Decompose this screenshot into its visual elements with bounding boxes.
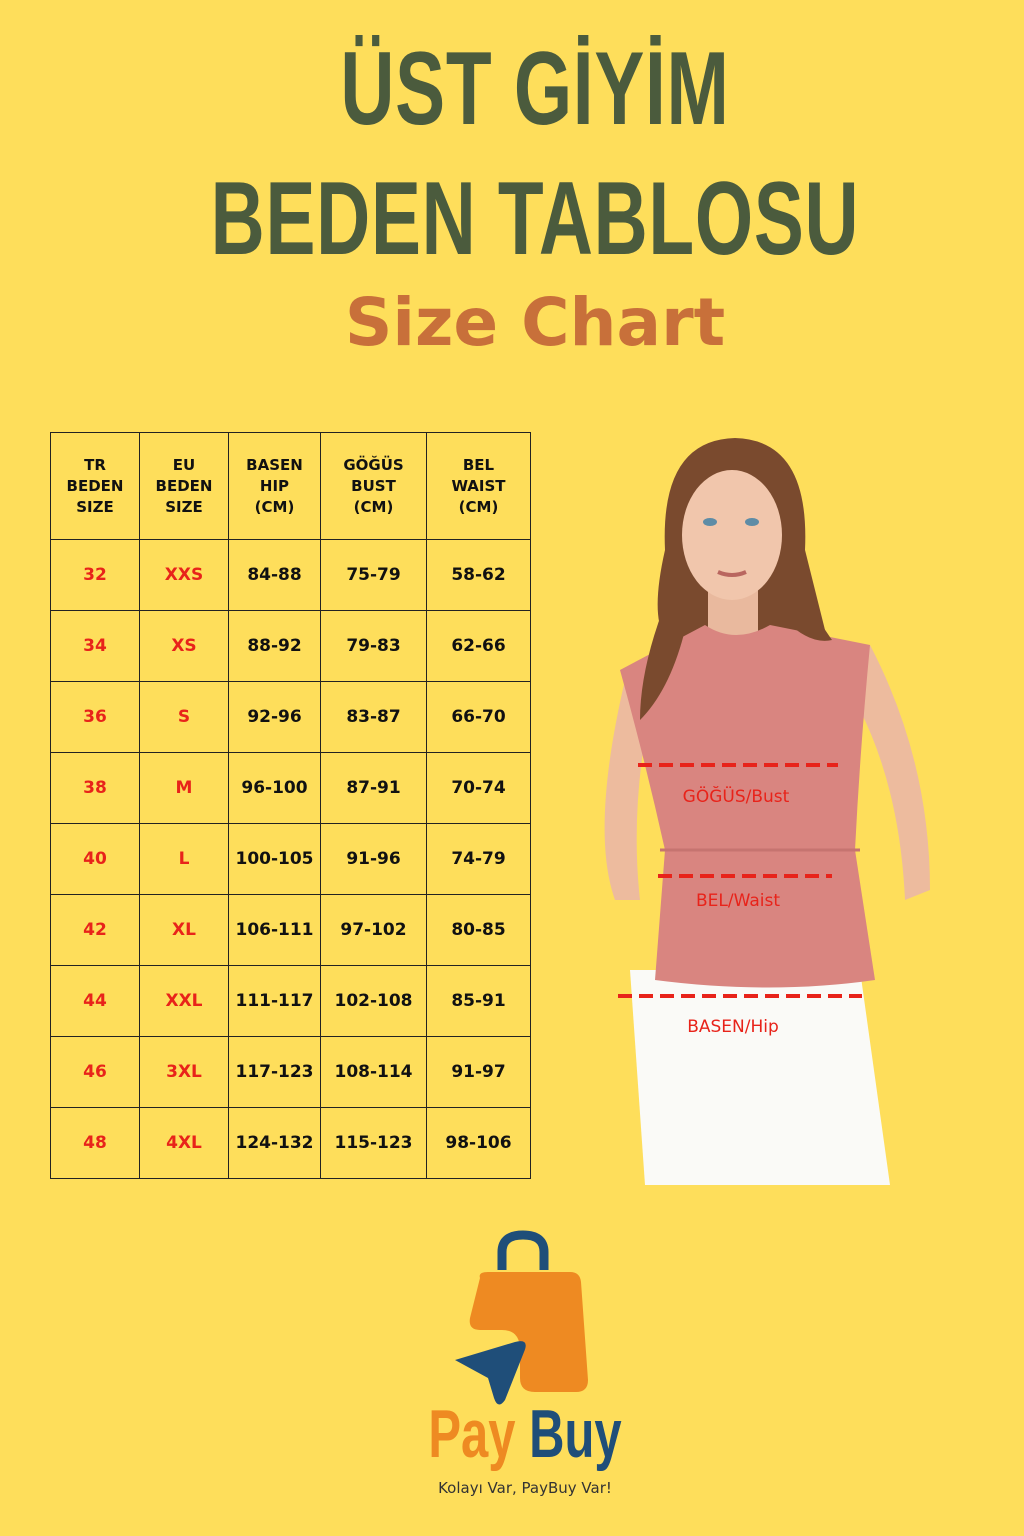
paybuy-logo-icon — [455, 1230, 588, 1405]
brand-wordmark: Pay Buy — [147, 1395, 903, 1473]
table-row: 40 L 100-105 91-96 74-79 — [50, 823, 531, 895]
tr-size-cell: 40 — [50, 823, 140, 895]
table-row: 46 3XL 117-123 108-114 91-97 — [50, 1036, 531, 1108]
eu-size-cell: XL — [139, 894, 229, 966]
hip-cell: 100-105 — [228, 823, 321, 895]
waist-cell: 62-66 — [426, 610, 531, 682]
hip-cell: 117-123 — [228, 1036, 321, 1108]
waist-cell: 70-74 — [426, 752, 531, 824]
brand-pay: Pay — [428, 1396, 516, 1472]
eu-size-cell: XXL — [139, 965, 229, 1037]
eu-size-cell: XS — [139, 610, 229, 682]
table-row: 34 XS 88-92 79-83 62-66 — [50, 610, 531, 682]
waist-label: BEL/Waist — [696, 891, 780, 911]
column-header: TR BEDEN SIZE — [50, 432, 140, 540]
column-header: BASEN HIP (CM) — [228, 432, 321, 540]
brand-tagline: Kolayı Var, PayBuy Var! — [438, 1479, 612, 1497]
column-header: BEL WAIST (CM) — [426, 432, 531, 540]
title-size-chart: Size Chart — [344, 284, 726, 361]
waist-cell: 66-70 — [426, 681, 531, 753]
bust-cell: 91-96 — [320, 823, 427, 895]
size-table: TR BEDEN SIZE EU BEDEN SIZE BASEN HIP (CM)… — [50, 432, 531, 1179]
eu-size-cell: S — [139, 681, 229, 753]
bust-cell: 115-123 — [320, 1107, 427, 1179]
title-line-2: BEDEN TABLOSU — [210, 161, 860, 277]
tr-size-cell: 46 — [50, 1036, 140, 1108]
column-header: EU BEDEN SIZE — [139, 432, 229, 540]
bust-cell: 87-91 — [320, 752, 427, 824]
table-header-row: TR BEDEN SIZE EU BEDEN SIZE BASEN HIP (CM)… — [50, 432, 531, 540]
eu-size-cell: 4XL — [139, 1107, 229, 1179]
waist-cell: 74-79 — [426, 823, 531, 895]
tr-size-cell: 38 — [50, 752, 140, 824]
model-photo: GÖĞÜS/Bust BEL/Waist BASEN/Hip — [604, 438, 930, 1185]
tr-size-cell: 34 — [50, 610, 140, 682]
hip-cell: 111-117 — [228, 965, 321, 1037]
bust-cell: 108-114 — [320, 1036, 427, 1108]
waist-cell: 98-106 — [426, 1107, 531, 1179]
waist-cell: 58-62 — [426, 539, 531, 611]
bust-cell: 102-108 — [320, 965, 427, 1037]
waist-cell: 85-91 — [426, 965, 531, 1037]
table-row: 44 XXL 111-117 102-108 85-91 — [50, 965, 531, 1037]
table-row: 48 4XL 124-132 115-123 98-106 — [50, 1107, 531, 1179]
tr-size-cell: 42 — [50, 894, 140, 966]
tr-size-cell: 36 — [50, 681, 140, 753]
bust-cell: 97-102 — [320, 894, 427, 966]
hip-cell: 96-100 — [228, 752, 321, 824]
eu-size-cell: XXS — [139, 539, 229, 611]
column-header: GÖĞÜS BUST (CM) — [320, 432, 427, 540]
table-row: 42 XL 106-111 97-102 80-85 — [50, 894, 531, 966]
bust-label: GÖĞÜS/Bust — [683, 785, 790, 807]
title-line-1: ÜST GİYİM — [340, 31, 730, 147]
hip-cell: 92-96 — [228, 681, 321, 753]
hip-cell: 84-88 — [228, 539, 321, 611]
hip-cell: 88-92 — [228, 610, 321, 682]
hip-cell: 106-111 — [228, 894, 321, 966]
eu-size-cell: M — [139, 752, 229, 824]
tr-size-cell: 48 — [50, 1107, 140, 1179]
eu-size-cell: 3XL — [139, 1036, 229, 1108]
hip-cell: 124-132 — [228, 1107, 321, 1179]
tr-size-cell: 32 — [50, 539, 140, 611]
table-row: 32 XXS 84-88 75-79 58-62 — [50, 539, 531, 611]
brand-buy: Buy — [529, 1396, 622, 1472]
hip-label: BASEN/Hip — [687, 1017, 779, 1037]
tr-size-cell: 44 — [50, 965, 140, 1037]
bust-cell: 83-87 — [320, 681, 427, 753]
waist-cell: 80-85 — [426, 894, 531, 966]
eu-size-cell: L — [139, 823, 229, 895]
bust-cell: 79-83 — [320, 610, 427, 682]
table-row: 38 M 96-100 87-91 70-74 — [50, 752, 531, 824]
waist-cell: 91-97 — [426, 1036, 531, 1108]
bust-cell: 75-79 — [320, 539, 427, 611]
table-row: 36 S 92-96 83-87 66-70 — [50, 681, 531, 753]
